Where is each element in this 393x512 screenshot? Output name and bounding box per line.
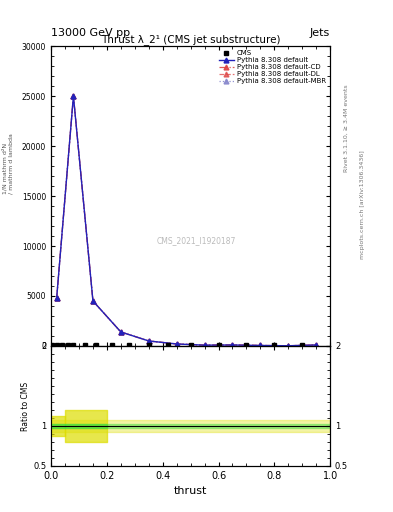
CMS	[71, 342, 76, 348]
Pythia 8.308 default-MBR	[258, 343, 263, 349]
Pythia 8.308 default	[119, 329, 123, 335]
Pythia 8.308 default	[71, 93, 76, 99]
Pythia 8.308 default-CD	[54, 295, 59, 301]
CMS	[60, 342, 64, 348]
Pythia 8.308 default-DL	[174, 341, 179, 347]
CMS	[82, 342, 87, 348]
CMS	[188, 342, 193, 348]
Pythia 8.308 default-CD	[202, 342, 207, 348]
Pythia 8.308 default-DL	[119, 329, 123, 335]
Pythia 8.308 default-DL	[314, 342, 318, 348]
Text: 1/N mathrm d²N
/ mathrm d lambda: 1/N mathrm d²N / mathrm d lambda	[2, 134, 13, 194]
Title: Thrust λ_2¹ (CMS jet substructure): Thrust λ_2¹ (CMS jet substructure)	[101, 34, 280, 45]
CMS	[216, 342, 221, 348]
Pythia 8.308 default-DL	[230, 342, 235, 348]
Pythia 8.308 default-MBR	[91, 298, 95, 304]
Pythia 8.308 default	[54, 295, 59, 301]
CMS	[244, 342, 249, 348]
Pythia 8.308 default-MBR	[202, 342, 207, 348]
Pythia 8.308 default-MBR	[286, 343, 291, 349]
Pythia 8.308 default-CD	[258, 343, 263, 349]
Pythia 8.308 default-CD	[119, 329, 123, 335]
CMS	[166, 342, 171, 348]
Pythia 8.308 default-MBR	[71, 93, 76, 99]
Pythia 8.308 default-CD	[71, 93, 76, 99]
Line: CMS: CMS	[50, 343, 304, 347]
Pythia 8.308 default-MBR	[146, 338, 151, 344]
CMS	[50, 342, 55, 348]
Pythia 8.308 default-MBR	[314, 342, 318, 348]
CMS	[66, 342, 70, 348]
Pythia 8.308 default-CD	[314, 342, 318, 348]
Pythia 8.308 default-DL	[146, 338, 151, 344]
Pythia 8.308 default	[230, 342, 235, 348]
Pythia 8.308 default	[91, 298, 95, 304]
Pythia 8.308 default-CD	[230, 342, 235, 348]
Line: Pythia 8.308 default-DL: Pythia 8.308 default-DL	[54, 94, 319, 348]
Line: Pythia 8.308 default-CD: Pythia 8.308 default-CD	[54, 94, 319, 348]
Pythia 8.308 default	[258, 343, 263, 349]
CMS	[146, 342, 151, 348]
Pythia 8.308 default-CD	[286, 343, 291, 349]
Pythia 8.308 default	[174, 341, 179, 347]
Pythia 8.308 default	[202, 342, 207, 348]
Pythia 8.308 default-DL	[91, 298, 95, 304]
Pythia 8.308 default	[314, 342, 318, 348]
Text: Jets: Jets	[310, 28, 330, 38]
Text: Rivet 3.1.10, ≥ 3.4M events: Rivet 3.1.10, ≥ 3.4M events	[344, 84, 349, 172]
Text: 13000 GeV pp: 13000 GeV pp	[51, 28, 130, 38]
Pythia 8.308 default-CD	[174, 341, 179, 347]
X-axis label: thrust: thrust	[174, 486, 207, 496]
Text: mcplots.cern.ch [arXiv:1306.3436]: mcplots.cern.ch [arXiv:1306.3436]	[360, 151, 365, 259]
CMS	[110, 342, 115, 348]
Line: Pythia 8.308 default: Pythia 8.308 default	[54, 94, 319, 348]
CMS	[54, 342, 59, 348]
Pythia 8.308 default-MBR	[230, 342, 235, 348]
Pythia 8.308 default-DL	[71, 93, 76, 99]
Pythia 8.308 default-MBR	[119, 329, 123, 335]
CMS	[300, 342, 305, 348]
Pythia 8.308 default-DL	[286, 343, 291, 349]
CMS	[127, 342, 132, 348]
Pythia 8.308 default-MBR	[174, 341, 179, 347]
Pythia 8.308 default-CD	[146, 338, 151, 344]
Line: Pythia 8.308 default-MBR: Pythia 8.308 default-MBR	[54, 94, 319, 348]
Y-axis label: Ratio to CMS: Ratio to CMS	[21, 381, 30, 431]
Pythia 8.308 default-MBR	[54, 295, 59, 301]
Pythia 8.308 default	[286, 343, 291, 349]
CMS	[94, 342, 98, 348]
Pythia 8.308 default-DL	[202, 342, 207, 348]
Pythia 8.308 default	[146, 338, 151, 344]
Pythia 8.308 default-CD	[91, 298, 95, 304]
Legend: CMS, Pythia 8.308 default, Pythia 8.308 default-CD, Pythia 8.308 default-DL, Pyt: CMS, Pythia 8.308 default, Pythia 8.308 …	[217, 48, 328, 87]
Pythia 8.308 default-DL	[258, 343, 263, 349]
Pythia 8.308 default-DL	[54, 295, 59, 301]
CMS	[272, 342, 277, 348]
Text: CMS_2021_I1920187: CMS_2021_I1920187	[156, 237, 236, 246]
